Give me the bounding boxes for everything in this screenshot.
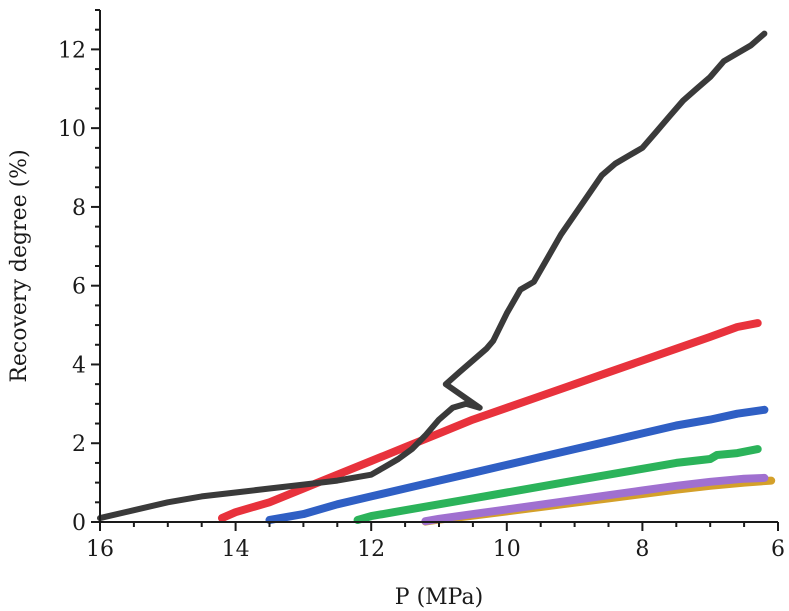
y-tick-label: 4 — [72, 353, 86, 378]
y-ticks: 0 2 4 6 8 10 12 — [58, 9, 100, 536]
x-axis-title: P (MPa) — [395, 585, 483, 610]
axes — [99, 10, 778, 523]
y-tick-label: 6 — [72, 275, 86, 300]
y-tick-label: 8 — [72, 196, 86, 221]
x-tick-label: 10 — [493, 537, 521, 562]
series-red-line — [218, 319, 762, 523]
x-tick-label: 6 — [771, 537, 785, 562]
x-tick-label: 14 — [222, 537, 250, 562]
series-green-line — [353, 445, 762, 524]
series-purple-line — [421, 473, 769, 526]
series-blue-line — [265, 405, 769, 524]
x-ticks: 16 14 12 10 8 6 — [86, 522, 785, 562]
y-axis-title: Recovery degree (%) — [7, 149, 32, 382]
series-black-line — [97, 30, 768, 522]
y-tick-label: 2 — [72, 432, 86, 457]
y-tick-label: 12 — [58, 38, 86, 63]
x-tick-label: 12 — [357, 537, 385, 562]
plot-series — [97, 30, 776, 526]
x-tick-label: 8 — [635, 537, 649, 562]
y-tick-label: 0 — [72, 511, 86, 536]
y-tick-label: 10 — [58, 117, 86, 142]
x-tick-label: 16 — [86, 537, 114, 562]
